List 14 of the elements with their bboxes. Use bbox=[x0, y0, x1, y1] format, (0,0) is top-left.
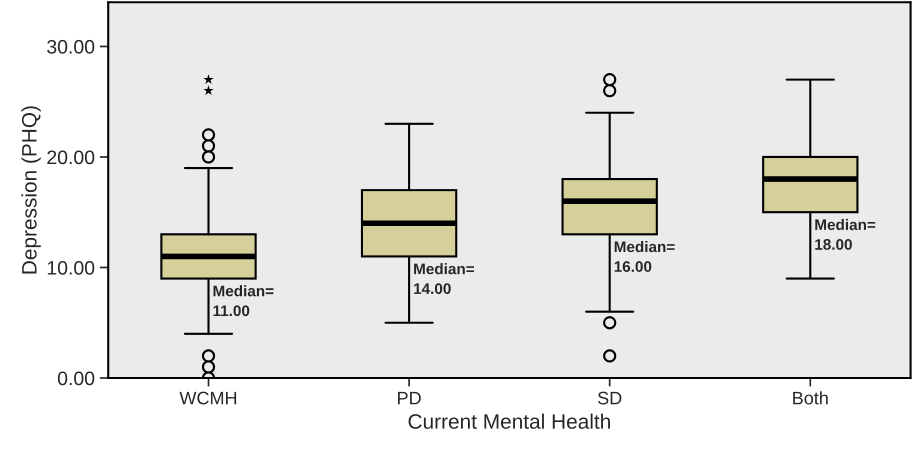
y-tick-label: 20.00 bbox=[47, 150, 94, 164]
y-tick-label: 10.00 bbox=[48, 260, 94, 275]
annotation: Median= 14.00 bbox=[414, 263, 474, 294]
x-tick-label: WCMH bbox=[180, 392, 236, 404]
x-axis-title: Current Mental Health bbox=[408, 414, 610, 429]
x-tick-label: SD bbox=[598, 392, 622, 404]
annotation: Median= 11.00 bbox=[213, 285, 274, 316]
y-tick-label: 30.00 bbox=[47, 40, 94, 54]
x-tick-label: Both bbox=[793, 391, 828, 404]
y-tick-label: 0.00 bbox=[58, 371, 94, 386]
annotation: Median= 18.00 bbox=[815, 218, 876, 250]
x-tick-label: PD bbox=[398, 392, 421, 404]
annotation: Median= 16.00 bbox=[614, 240, 675, 272]
y-axis-title: Depression (PHQ) bbox=[21, 106, 41, 274]
